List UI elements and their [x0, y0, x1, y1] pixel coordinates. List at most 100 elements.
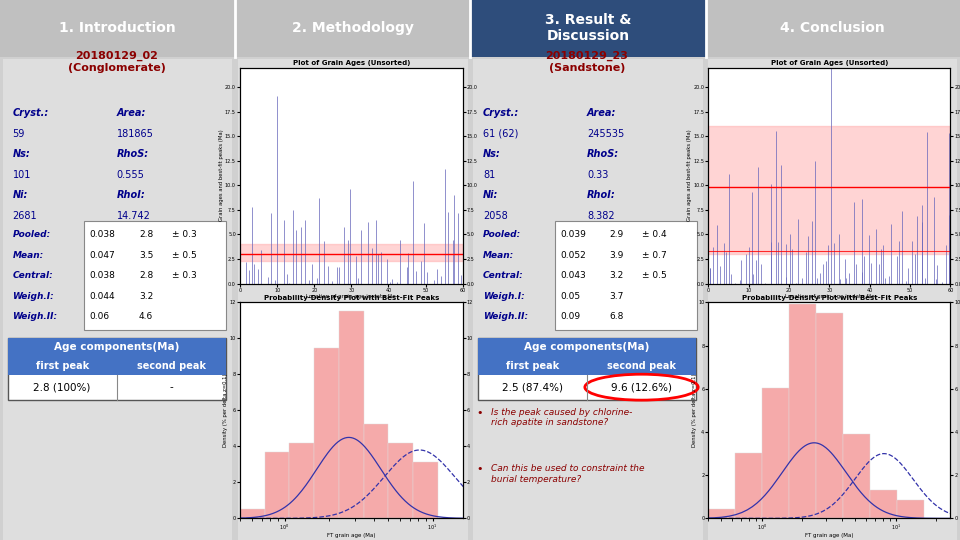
Text: 4.6: 4.6: [139, 313, 154, 321]
Text: 6.8: 6.8: [610, 313, 624, 321]
Text: Weigh.II:: Weigh.II:: [12, 313, 58, 321]
Text: 2.8 (100%): 2.8 (100%): [34, 382, 91, 392]
FancyBboxPatch shape: [478, 357, 696, 375]
Text: •: •: [476, 408, 483, 418]
Text: RhoS:: RhoS:: [117, 150, 149, 159]
FancyBboxPatch shape: [470, 0, 706, 57]
Bar: [762, 388, 789, 518]
Text: 3.9: 3.9: [610, 251, 624, 260]
Text: Weigh.II:: Weigh.II:: [483, 313, 528, 321]
Text: Ns:: Ns:: [12, 150, 30, 159]
Text: 59: 59: [12, 129, 25, 139]
Text: second peak: second peak: [136, 361, 205, 371]
Bar: [870, 490, 897, 518]
Text: Area:: Area:: [587, 109, 616, 118]
Text: Age components(Ma): Age components(Ma): [524, 342, 650, 352]
Text: RhoS:: RhoS:: [587, 150, 619, 159]
Text: 0.555: 0.555: [117, 170, 145, 180]
Text: Mean:: Mean:: [483, 251, 515, 260]
Text: 3.2: 3.2: [610, 272, 624, 280]
Text: 2681: 2681: [12, 211, 37, 221]
FancyBboxPatch shape: [478, 338, 696, 400]
Text: 0.05: 0.05: [561, 292, 580, 301]
FancyBboxPatch shape: [555, 221, 697, 330]
Text: Weigh.I:: Weigh.I:: [12, 292, 54, 301]
Text: RhoI:: RhoI:: [587, 191, 615, 200]
Text: Cryst.:: Cryst.:: [12, 109, 49, 118]
Title: Plot of Grain Ages (Unsorted): Plot of Grain Ages (Unsorted): [771, 60, 888, 66]
Text: ± 0.7: ± 0.7: [642, 251, 667, 260]
Text: 0.043: 0.043: [561, 272, 586, 280]
Text: 0.039: 0.039: [561, 231, 586, 239]
Text: Central:: Central:: [12, 272, 53, 280]
Text: first peak: first peak: [506, 361, 559, 371]
Bar: [290, 443, 314, 518]
X-axis label: FT grain age (Ma): FT grain age (Ma): [327, 534, 375, 538]
Text: 20180129_23
(Sandstone): 20180129_23 (Sandstone): [545, 51, 629, 73]
Title: Probability-Density Plot with Best-Fit Peaks: Probability-Density Plot with Best-Fit P…: [742, 295, 917, 301]
Text: 0.038: 0.038: [90, 272, 115, 280]
Text: 14.742: 14.742: [117, 211, 151, 221]
X-axis label: Location of grain age in data file: Location of grain age in data file: [306, 294, 396, 299]
FancyBboxPatch shape: [473, 59, 703, 540]
Y-axis label: Grain ages and best-fit peaks (Ma): Grain ages and best-fit peaks (Ma): [219, 130, 224, 221]
Text: Age components(Ma): Age components(Ma): [54, 342, 180, 352]
Text: 3.2: 3.2: [139, 292, 154, 301]
FancyBboxPatch shape: [478, 338, 696, 357]
Text: ± 0.5: ± 0.5: [172, 251, 197, 260]
Text: 81: 81: [483, 170, 495, 180]
Bar: [413, 462, 438, 518]
Text: 0.052: 0.052: [561, 251, 586, 260]
Text: 0.038: 0.038: [90, 231, 115, 239]
Text: 3.7: 3.7: [610, 292, 624, 301]
Text: 2. Methodology: 2. Methodology: [292, 22, 414, 35]
Text: 2.8: 2.8: [139, 272, 154, 280]
Text: Ns:: Ns:: [483, 150, 500, 159]
Text: 61 (62): 61 (62): [483, 129, 518, 139]
Bar: [735, 453, 762, 518]
Bar: [708, 509, 735, 518]
Y-axis label: Density (% per delta z=0.1): Density (% per delta z=0.1): [691, 374, 697, 447]
Text: 2.5 (87.4%): 2.5 (87.4%): [502, 382, 564, 392]
Text: 0.044: 0.044: [90, 292, 115, 301]
Text: Pooled:: Pooled:: [483, 231, 521, 239]
Text: ± 0.5: ± 0.5: [642, 272, 667, 280]
Text: •: •: [476, 464, 483, 475]
Text: 0.047: 0.047: [90, 251, 115, 260]
Bar: [389, 443, 413, 518]
Text: ± 0.4: ± 0.4: [642, 231, 667, 239]
Text: Weigh.I:: Weigh.I:: [483, 292, 524, 301]
Text: 1. Introduction: 1. Introduction: [60, 22, 176, 35]
Bar: [339, 310, 364, 518]
Text: ± 0.3: ± 0.3: [172, 272, 197, 280]
X-axis label: Location of grain age in data file: Location of grain age in data file: [784, 294, 875, 299]
Text: Area:: Area:: [117, 109, 146, 118]
FancyBboxPatch shape: [0, 0, 235, 57]
Text: 181865: 181865: [117, 129, 154, 139]
Text: 2.8: 2.8: [139, 231, 154, 239]
FancyBboxPatch shape: [84, 221, 227, 330]
Text: RhoI:: RhoI:: [117, 191, 145, 200]
FancyBboxPatch shape: [706, 0, 960, 57]
Text: Ni:: Ni:: [483, 191, 498, 200]
FancyBboxPatch shape: [8, 338, 226, 357]
FancyBboxPatch shape: [3, 59, 232, 540]
FancyBboxPatch shape: [8, 357, 226, 375]
Text: second peak: second peak: [607, 361, 676, 371]
Y-axis label: Grain ages and best-fit peaks (Ma): Grain ages and best-fit peaks (Ma): [687, 130, 692, 221]
Bar: [789, 303, 816, 518]
Text: 2058: 2058: [483, 211, 508, 221]
Text: 8.382: 8.382: [587, 211, 614, 221]
Text: 101: 101: [12, 170, 31, 180]
Text: 245535: 245535: [587, 129, 624, 139]
Bar: [265, 453, 290, 518]
FancyBboxPatch shape: [238, 59, 468, 540]
Text: Ni:: Ni:: [12, 191, 28, 200]
Text: first peak: first peak: [36, 361, 88, 371]
Text: 0.09: 0.09: [561, 313, 580, 321]
Bar: [843, 434, 870, 518]
Text: 0.33: 0.33: [587, 170, 609, 180]
Bar: [816, 313, 843, 518]
Bar: [240, 509, 265, 518]
Y-axis label: Density (% per delta z=0.1): Density (% per delta z=0.1): [223, 374, 228, 447]
